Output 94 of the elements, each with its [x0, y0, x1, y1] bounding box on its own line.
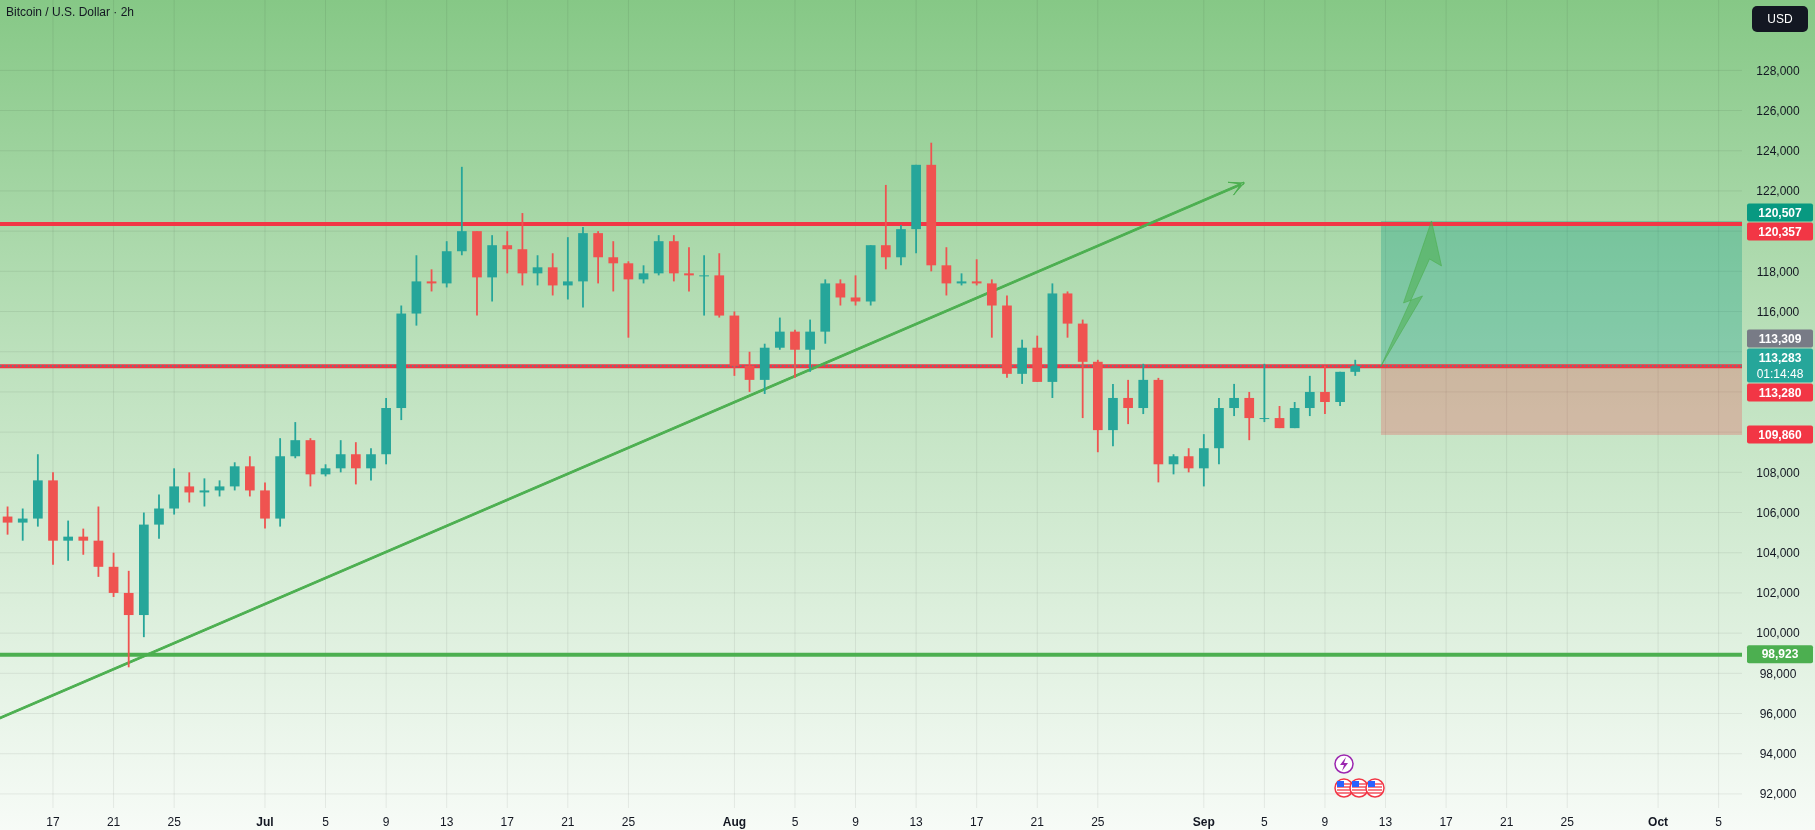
- y-tick-label: 116,000: [1756, 304, 1800, 319]
- candlestick: [123, 569, 134, 669]
- candlestick: [351, 441, 361, 486]
- x-tick-label: 5: [322, 815, 330, 830]
- y-tick-label: 98,000: [1759, 666, 1797, 681]
- candlestick: [1168, 453, 1179, 476]
- x-tick-label: 5: [1261, 815, 1269, 830]
- candlestick: [229, 461, 240, 492]
- y-tick-label: 104,000: [1756, 545, 1801, 560]
- candlestick: [608, 240, 619, 293]
- candlestick: [684, 246, 694, 293]
- candlestick: [366, 447, 376, 482]
- ref-line-label: 113,309: [1758, 331, 1802, 346]
- candlestick: [2, 505, 13, 536]
- x-tick-label: Jul: [256, 815, 274, 830]
- x-tick-label: 5: [1715, 815, 1723, 830]
- candlestick: [850, 274, 861, 307]
- chart-title: Bitcoin / U.S. Dollar · 2h: [6, 5, 135, 19]
- ref-line-label: 98,923: [1761, 647, 1799, 662]
- x-tick-label: 17: [1439, 815, 1454, 830]
- candlestick: [335, 439, 346, 474]
- x-tick-label: 13: [440, 815, 454, 830]
- x-tick-label: 21: [106, 815, 121, 830]
- candlestick: [1289, 401, 1300, 430]
- candlestick: [17, 507, 28, 542]
- candlestick: [562, 236, 573, 301]
- candlestick: [63, 519, 73, 562]
- candlestick: [790, 328, 800, 379]
- text: 01:14:48: [1756, 366, 1804, 381]
- candlestick: [638, 264, 649, 285]
- candlestick: [941, 246, 952, 297]
- x-tick-label: 25: [621, 815, 636, 830]
- x-tick-label: 17: [970, 815, 984, 830]
- candlestick: [78, 527, 89, 556]
- x-tick-label: 9: [852, 815, 860, 830]
- candlestick: [774, 316, 785, 351]
- candlestick: [547, 252, 558, 297]
- y-tick-label: 124,000: [1756, 143, 1801, 158]
- text: USD: [1767, 12, 1793, 27]
- x-tick-label: 13: [909, 815, 924, 830]
- candlestick: [1183, 447, 1194, 474]
- candlestick: [880, 184, 891, 271]
- candlestick: [532, 254, 543, 287]
- x-tick-label: Sep: [1192, 815, 1215, 830]
- x-tick-label: 25: [1560, 815, 1575, 830]
- y-tick-label: 118,000: [1756, 264, 1800, 279]
- candlestick: [457, 165, 467, 257]
- candlestick: [184, 471, 195, 504]
- x-tick-label: 17: [46, 815, 60, 830]
- band-label: 120,507: [1758, 205, 1803, 220]
- ref-line-label: 113,280: [1758, 385, 1802, 400]
- candlestick: [290, 421, 301, 460]
- x-tick-label: Aug: [722, 815, 747, 830]
- x-tick-label: 13: [1378, 815, 1393, 830]
- band-label: 109,860: [1758, 427, 1803, 442]
- x-tick-label: 9: [382, 815, 390, 830]
- y-tick-label: 128,000: [1756, 63, 1801, 78]
- x-tick-label: 9: [1321, 815, 1329, 830]
- candlestick: [835, 278, 846, 307]
- y-tick-label: 96,000: [1759, 706, 1797, 721]
- candlestick: [154, 493, 164, 540]
- y-tick-label: 122,000: [1756, 184, 1801, 199]
- x-tick-label: 5: [791, 815, 799, 830]
- candlestick: [426, 268, 437, 293]
- candlestick: [1304, 374, 1315, 417]
- candlestick: [1244, 391, 1255, 442]
- ref-line-label: 120,357: [1758, 224, 1803, 239]
- candlestick: [699, 254, 709, 317]
- y-tick-label: 106,000: [1756, 505, 1801, 520]
- candlestick: [1198, 433, 1209, 488]
- candlestick: [971, 258, 982, 287]
- candlestick: [1320, 364, 1330, 415]
- y-tick-label: 108,000: [1756, 465, 1801, 480]
- candlestick: [1229, 383, 1239, 417]
- candlestick: [169, 467, 179, 516]
- x-tick-label: 25: [1091, 815, 1105, 830]
- x-tick-label: 25: [167, 815, 182, 830]
- x-tick-label: 17: [500, 815, 515, 830]
- candlestick: [502, 230, 513, 275]
- candlestick: [744, 350, 755, 393]
- y-tick-label: 126,000: [1756, 103, 1801, 118]
- y-tick-label: 102,000: [1756, 586, 1801, 601]
- x-tick-label: Oct: [1648, 815, 1669, 830]
- candlestick: [623, 260, 634, 339]
- x-tick-label: 21: [1499, 815, 1514, 830]
- y-tick-label: 94,000: [1759, 746, 1797, 761]
- x-tick-label: 21: [561, 815, 575, 830]
- x-tick-label: 21: [1030, 815, 1045, 830]
- candlestick: [986, 278, 997, 339]
- candlestick: [199, 477, 210, 508]
- candlestick: [1123, 378, 1133, 425]
- y-tick-label: 92,000: [1759, 787, 1797, 802]
- y-tick-label: 100,000: [1756, 626, 1801, 641]
- ref-line-label: 113,283: [1758, 350, 1802, 365]
